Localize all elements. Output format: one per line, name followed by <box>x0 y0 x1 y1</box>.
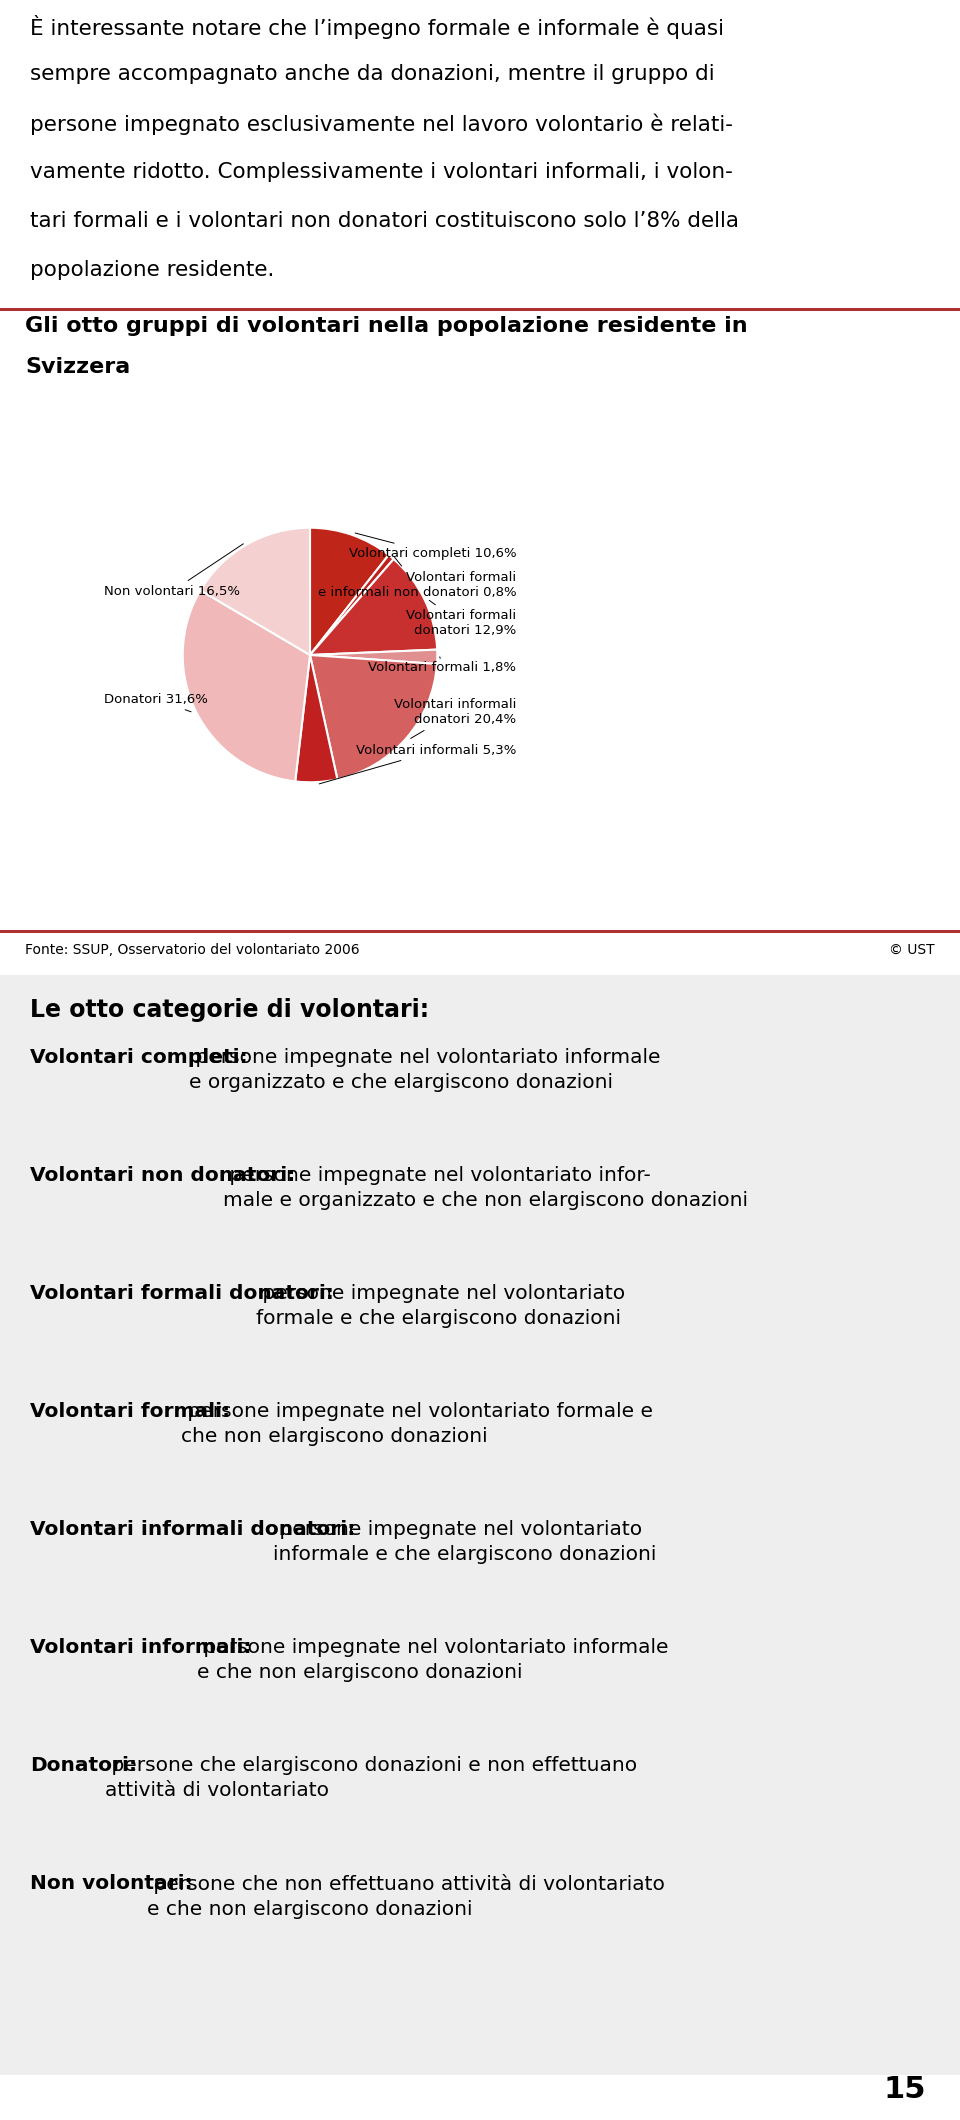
Text: Volontari informali
donatori 20,4%: Volontari informali donatori 20,4% <box>394 697 516 738</box>
Text: Gli otto gruppi di volontari nella popolazione residente in: Gli otto gruppi di volontari nella popol… <box>25 316 748 335</box>
Wedge shape <box>310 649 437 664</box>
Text: Volontari formali
donatori 12,9%: Volontari formali donatori 12,9% <box>406 600 516 638</box>
Text: © UST: © UST <box>889 943 935 956</box>
Wedge shape <box>310 555 394 655</box>
Text: Donatori:: Donatori: <box>30 1755 137 1774</box>
Text: persone impegnate nel volontariato formale e
che non elargiscono donazioni: persone impegnate nel volontariato forma… <box>180 1401 653 1446</box>
Text: Volontari non donatori:: Volontari non donatori: <box>30 1166 296 1185</box>
Text: popolazione residente.: popolazione residente. <box>30 261 275 280</box>
Text: persone impegnate nel volontariato informale
e che non elargiscono donazioni: persone impegnate nel volontariato infor… <box>198 1639 669 1681</box>
Text: tari formali e i volontari non donatori costituiscono solo l’8% della: tari formali e i volontari non donatori … <box>30 212 739 231</box>
Text: vamente ridotto. Complessivamente i volontari informali, i volon-: vamente ridotto. Complessivamente i volo… <box>30 161 732 182</box>
Text: Le otto categorie di volontari:: Le otto categorie di volontari: <box>30 999 429 1022</box>
Wedge shape <box>310 560 437 655</box>
Text: Volontari informali:: Volontari informali: <box>30 1639 252 1658</box>
Wedge shape <box>310 528 389 655</box>
Wedge shape <box>296 655 337 782</box>
Text: Volontari formali donatori:: Volontari formali donatori: <box>30 1285 334 1304</box>
Text: Non volontari:: Non volontari: <box>30 1874 193 1893</box>
Text: Non volontari 16,5%: Non volontari 16,5% <box>104 545 243 598</box>
Text: Fonte: SSUP, Osservatorio del volontariato 2006: Fonte: SSUP, Osservatorio del volontaria… <box>25 943 360 956</box>
Text: Volontari formali:: Volontari formali: <box>30 1401 230 1420</box>
Text: persone impegnate nel volontariato
formale e che elargiscono donazioni: persone impegnate nel volontariato forma… <box>256 1285 625 1327</box>
Text: Donatori 31,6%: Donatori 31,6% <box>104 693 207 712</box>
Text: persone impegnate nel volontariato informale
e organizzato e che elargiscono don: persone impegnate nel volontariato infor… <box>189 1047 660 1092</box>
Text: Volontari formali 1,8%: Volontari formali 1,8% <box>369 657 516 674</box>
Text: È interessante notare che l’impegno formale e informale è quasi: È interessante notare che l’impegno form… <box>30 15 724 38</box>
Text: Svizzera: Svizzera <box>25 358 131 377</box>
Text: Volontari formali
e informali non donatori 0,8%: Volontari formali e informali non donato… <box>318 558 516 600</box>
Text: Volontari informali 5,3%: Volontari informali 5,3% <box>319 744 516 784</box>
Text: Volontari completi:: Volontari completi: <box>30 1047 248 1066</box>
Text: 15: 15 <box>884 2075 926 2103</box>
Text: persone impegnate nel volontariato infor-
male e organizzato e che non elargisco: persone impegnate nel volontariato infor… <box>223 1166 748 1211</box>
Text: persone che elargiscono donazioni e non effettuano
attività di volontariato: persone che elargiscono donazioni e non … <box>106 1755 637 1800</box>
Wedge shape <box>201 528 310 655</box>
Text: Volontari completi 10,6%: Volontari completi 10,6% <box>348 532 516 560</box>
Text: Volontari informali donatori:: Volontari informali donatori: <box>30 1520 355 1539</box>
Text: persone impegnato esclusivamente nel lavoro volontario è relati-: persone impegnato esclusivamente nel lav… <box>30 112 732 134</box>
Text: persone che non effettuano attività di volontariato
e che non elargiscono donazi: persone che non effettuano attività di v… <box>147 1874 665 1919</box>
Wedge shape <box>310 655 437 780</box>
Text: sempre accompagnato anche da donazioni, mentre il gruppo di: sempre accompagnato anche da donazioni, … <box>30 64 714 85</box>
Text: persone impegnate nel volontariato
informale e che elargiscono donazioni: persone impegnate nel volontariato infor… <box>273 1520 656 1565</box>
Wedge shape <box>182 589 310 782</box>
